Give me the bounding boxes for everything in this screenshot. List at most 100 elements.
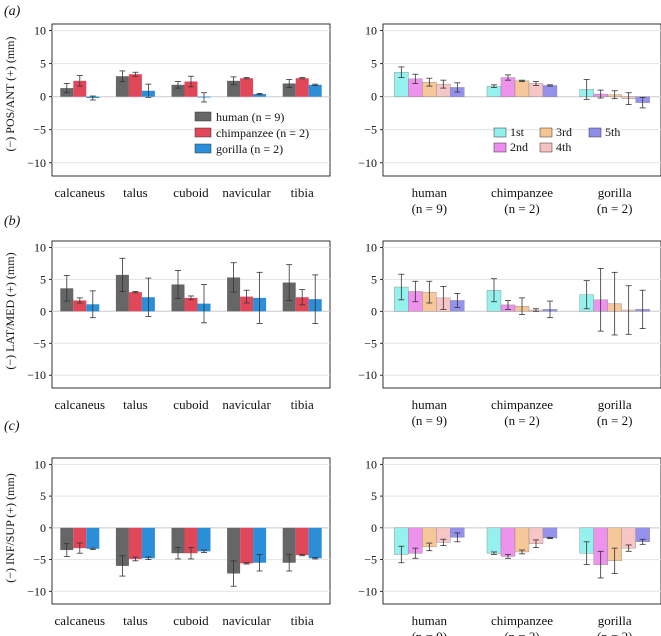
y-tick-label: 10 xyxy=(34,457,46,471)
plot-frame xyxy=(51,240,331,389)
y-tick-label: 5 xyxy=(371,272,377,286)
x-tick-label: talus xyxy=(123,397,148,412)
legend-label-4th: 4th xyxy=(556,140,571,154)
x-tick-label: chimpanzee xyxy=(491,397,553,412)
ylabel-a: (−) POS/ANT (+) (mm) xyxy=(3,37,17,152)
legend-swatch-5th xyxy=(588,127,602,138)
bar-5th-chimpanzee xyxy=(542,85,558,97)
x-tick-sublabel: (n = 2) xyxy=(504,629,540,636)
bar-gorilla-tibia xyxy=(308,527,322,559)
y-tick-label: −10 xyxy=(27,156,46,170)
x-tick-label: calcaneus xyxy=(55,397,106,412)
bar-human-talus xyxy=(115,76,129,97)
legend-swatch-4th xyxy=(539,142,553,153)
plot-frame xyxy=(51,23,331,177)
panel-label-a: (a) xyxy=(4,4,21,19)
x-tick-label: navicular xyxy=(222,185,271,200)
x-tick-sublabel: (n = 9) xyxy=(412,201,448,216)
x-tick-sublabel: (n = 9) xyxy=(412,413,448,428)
y-tick-label: −10 xyxy=(358,156,377,170)
x-tick-sublabel: (n = 9) xyxy=(412,629,448,636)
bar-chimpanzee-calcaneus xyxy=(73,300,87,312)
legend-swatch-2nd xyxy=(493,142,507,153)
bar-gorilla-calcaneus xyxy=(86,527,100,549)
y-tick-label: 10 xyxy=(365,24,377,38)
x-tick-sublabel: (n = 2) xyxy=(597,413,633,428)
x-tick-label: human xyxy=(412,613,448,628)
y-tick-label: 5 xyxy=(371,57,377,71)
bar-gorilla-talus xyxy=(141,527,155,559)
legend-label-chimpanzee: chimpanzee (n = 2) xyxy=(216,126,309,140)
bar-human-talus xyxy=(115,527,129,566)
bar-human-tibia xyxy=(282,83,296,97)
plot-b-left: −10 −5 0 5 10 calcaneus talus cuboid navicular ti… xyxy=(27,240,331,412)
legend-swatch-human xyxy=(194,111,212,122)
y-tick-label: 0 xyxy=(40,90,46,104)
y-tick-label: 10 xyxy=(34,24,46,38)
bar-3rd-chimpanzee xyxy=(514,80,530,97)
legend-swatch-gorilla xyxy=(194,143,212,154)
y-tick-label: 0 xyxy=(371,304,377,318)
x-tick-sublabel: (n = 2) xyxy=(597,629,633,636)
x-tick-label: tibia xyxy=(291,613,314,628)
bar-chimpanzee-tibia xyxy=(295,78,309,97)
bar-chimpanzee-cuboid xyxy=(184,527,198,554)
y-tick-label: −5 xyxy=(33,123,46,137)
x-tick-label: chimpanzee xyxy=(491,185,553,200)
y-tick-label: 0 xyxy=(40,304,46,318)
panel-label-c: (c) xyxy=(4,419,20,434)
bar-human-calcaneus xyxy=(60,527,74,551)
bar-chimpanzee-talus xyxy=(128,527,142,559)
x-tick-label: chimpanzee xyxy=(491,613,553,628)
ylabel-c: (−) INF/SUP (+) (mm) xyxy=(3,473,17,582)
x-tick-sublabel: (n = 2) xyxy=(597,201,633,216)
y-tick-label: −10 xyxy=(27,368,46,382)
bar-chimpanzee-navicular xyxy=(240,296,254,312)
x-tick-label: talus xyxy=(123,185,148,200)
bar-2nd-chimpanzee xyxy=(500,527,516,557)
x-tick-label: human xyxy=(412,397,448,412)
bar-3rd-chimpanzee xyxy=(514,527,530,553)
x-tick-label: tibia xyxy=(291,185,314,200)
bar-gorilla-navicular xyxy=(253,527,267,563)
x-tick-label: human xyxy=(412,185,448,200)
legend-swatch-1st xyxy=(493,127,507,138)
bar-chimpanzee-talus xyxy=(128,74,142,97)
bar-gorilla-cuboid xyxy=(197,527,211,552)
legend-label-5th: 5th xyxy=(605,125,620,139)
bar-chimpanzee-navicular xyxy=(240,78,254,97)
x-tick-label: gorilla xyxy=(598,613,632,628)
bar-chimpanzee-cuboid xyxy=(184,81,198,97)
bar-human-navicular xyxy=(227,527,241,574)
bar-human-navicular xyxy=(227,277,241,312)
x-tick-label: gorilla xyxy=(598,397,632,412)
y-tick-label: 0 xyxy=(40,521,46,535)
y-tick-label: 5 xyxy=(40,272,46,286)
plot-frame xyxy=(382,23,661,177)
y-tick-label: 5 xyxy=(371,489,377,503)
x-tick-label: cuboid xyxy=(173,185,209,200)
plot-frame xyxy=(382,457,661,605)
y-tick-label: 10 xyxy=(365,457,377,471)
x-tick-label: navicular xyxy=(222,613,271,628)
ylabel-b: (−) LAT/MED (+) (mm) xyxy=(3,252,17,369)
y-tick-label: −10 xyxy=(358,584,377,598)
y-tick-label: 10 xyxy=(34,240,46,254)
bar-human-cuboid xyxy=(171,527,185,554)
legend-label-3rd: 3rd xyxy=(556,125,572,139)
panel-label-b: (b) xyxy=(4,214,21,229)
bar-chimpanzee-navicular xyxy=(240,527,254,564)
bar-human-cuboid xyxy=(171,84,185,97)
x-tick-label: calcaneus xyxy=(55,613,106,628)
x-tick-label: cuboid xyxy=(173,397,209,412)
bar-5th-chimpanzee xyxy=(542,527,558,539)
legend-ray: 1st 2nd 3rd 4th 5th xyxy=(493,125,620,154)
y-tick-label: −10 xyxy=(27,584,46,598)
y-tick-label: −5 xyxy=(33,553,46,567)
legend-label-2nd: 2nd xyxy=(510,140,528,154)
x-tick-label: navicular xyxy=(222,397,271,412)
legend-label-gorilla: gorilla (n = 2) xyxy=(216,142,283,156)
bar-human-talus xyxy=(115,274,129,312)
